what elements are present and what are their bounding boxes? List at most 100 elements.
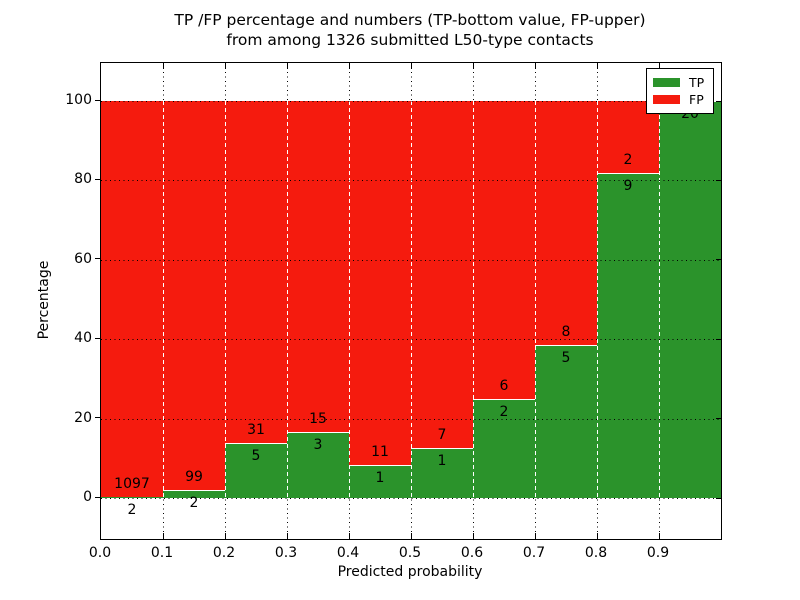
- x-tick-mark-bottom: [225, 533, 227, 539]
- y-tick-mark: [95, 337, 100, 339]
- x-tick-label: 0.4: [336, 545, 360, 561]
- y-tick-mark: [95, 178, 100, 181]
- tp-bar-segment: [597, 173, 659, 498]
- y-tick-mark-right: [716, 179, 721, 182]
- tp-bar-segment: [101, 497, 163, 498]
- x-tick-label: 0.3: [274, 545, 298, 561]
- fp-swatch-icon: [653, 95, 680, 104]
- y-tick-mark-right: [716, 259, 721, 261]
- x-axis-label: Predicted probability: [337, 564, 483, 580]
- x-tick-mark-top: [597, 63, 599, 69]
- fp-bar-segment: [101, 101, 163, 498]
- v-gridline-overlay: [348, 101, 350, 498]
- tp-bar-segment: [287, 431, 349, 498]
- y-tick-mark: [95, 496, 100, 498]
- h-gridline: [101, 101, 721, 102]
- fp-count-label: 6: [499, 377, 509, 394]
- tp-swatch-icon: [653, 78, 680, 87]
- tp-bar-segment: [411, 448, 473, 498]
- fp-count-label: 1097: [114, 476, 150, 493]
- y-tick-mark: [95, 99, 100, 101]
- v-gridline-overlay: [534, 101, 536, 498]
- tp-count-label: 3: [313, 436, 323, 453]
- x-tick-mark-top: [535, 63, 537, 69]
- tp-count-label: 2: [189, 495, 199, 512]
- x-tick-mark-bottom: [287, 533, 289, 539]
- tp-bar-segment: [349, 464, 411, 498]
- fp-bar-segment: [535, 101, 597, 346]
- legend-item-label: TP: [689, 75, 705, 90]
- chart-title-line1: TP /FP percentage and numbers (TP-bottom…: [174, 11, 646, 29]
- chart-title: TP /FP percentage and numbers (TP-bottom…: [90, 10, 730, 50]
- x-tick-mark-top: [163, 63, 165, 69]
- v-gridline-overlay: [472, 101, 474, 498]
- h-gridline: [101, 498, 721, 499]
- tp-count-label: 2: [127, 502, 137, 519]
- x-tick-mark-bottom: [163, 533, 165, 539]
- x-tick-mark-bottom: [535, 533, 537, 539]
- fp-count-label: 15: [309, 410, 327, 427]
- fp-bar-segment: [287, 101, 349, 432]
- fp-count-label: 11: [371, 443, 389, 460]
- x-tick-label: 0.2: [212, 545, 236, 561]
- v-gridline-overlay: [410, 101, 412, 498]
- fp-bar-segment: [163, 101, 225, 491]
- x-tick-mark-top: [659, 63, 661, 69]
- legend-item-fp: FP: [647, 91, 713, 108]
- x-tick-label: 0.9: [646, 545, 670, 561]
- y-tick-mark-right: [716, 497, 721, 499]
- tp-count-label: 5: [561, 350, 571, 367]
- x-tick-mark-top: [473, 63, 475, 69]
- legend-item-label: FP: [689, 92, 704, 107]
- y-tick-mark: [95, 258, 100, 260]
- fp-bar-segment: [225, 101, 287, 443]
- fp-count-label: 31: [247, 421, 265, 438]
- y-tick-label: 60: [74, 250, 92, 267]
- fp-count-label: 7: [437, 427, 447, 444]
- x-tick-label: 0.0: [88, 545, 112, 561]
- tp-bar-segment: [659, 101, 721, 498]
- legend: TP FP: [646, 68, 714, 114]
- tp-count-label: 5: [251, 447, 261, 464]
- tp-bar-segment: [535, 345, 597, 498]
- x-tick-mark-top: [225, 63, 227, 69]
- x-tick-mark-top: [349, 63, 351, 69]
- tp-bar-segment: [473, 398, 535, 498]
- h-gridline: [101, 339, 721, 341]
- fp-bar-segment: [473, 101, 535, 399]
- v-gridline-overlay: [658, 101, 660, 498]
- y-tick-label: 100: [65, 92, 92, 108]
- h-gridline: [101, 259, 721, 261]
- v-gridline-overlay: [596, 101, 598, 498]
- plot-area: 1097 2 99 2 31 5 15 3 11 1 7 1 6 2 8 5 2 9 20: [100, 62, 722, 540]
- tp-count-label: 1: [375, 469, 385, 486]
- h-gridline: [101, 180, 721, 182]
- tp-bar-segment: [225, 442, 287, 498]
- x-tick-mark-bottom: [473, 533, 475, 539]
- fp-count-label: 2: [623, 152, 633, 169]
- x-tick-mark-bottom: [659, 533, 661, 539]
- y-axis-label: Percentage: [36, 260, 52, 340]
- fp-bar-segment: [349, 101, 411, 465]
- y-tick-label: 0: [83, 489, 92, 505]
- fp-bar-segment: [411, 101, 473, 449]
- fp-count-label: 8: [561, 324, 571, 341]
- h-gridline: [101, 418, 721, 420]
- y-tick-mark-right: [716, 338, 721, 340]
- x-tick-mark-top: [287, 63, 289, 69]
- legend-item-tp: TP: [647, 74, 713, 91]
- x-tick-label: 0.5: [398, 545, 422, 561]
- x-tick-label: 0.7: [522, 545, 546, 561]
- y-tick-label: 40: [74, 330, 92, 347]
- y-tick-mark-right: [716, 418, 721, 420]
- v-gridline-overlay: [224, 101, 226, 498]
- tp-count-label: 1: [437, 453, 447, 470]
- chart-title-line2: from among 1326 submitted L50-type conta…: [226, 31, 594, 49]
- v-gridline-overlay: [286, 101, 288, 498]
- x-tick-label: 0.8: [584, 545, 608, 561]
- fp-count-label: 99: [185, 469, 203, 486]
- x-tick-mark-bottom: [597, 533, 599, 539]
- x-tick-label: 0.6: [460, 545, 484, 561]
- x-tick-mark-bottom: [349, 533, 351, 539]
